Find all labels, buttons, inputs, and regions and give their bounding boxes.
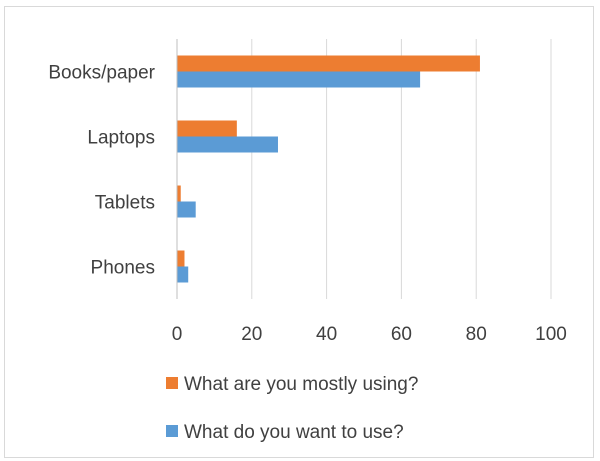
- bar-laptops-series-1: [177, 121, 237, 137]
- y-tick-label: Phones: [91, 258, 155, 279]
- x-tick-label: 0: [172, 324, 183, 345]
- bars: [177, 56, 480, 283]
- bar-tablets-series-1: [177, 186, 181, 202]
- x-tick-label: 40: [316, 324, 337, 345]
- legend: What are you mostly using? What do you wa…: [166, 374, 418, 443]
- y-tick-label: Tablets: [95, 193, 155, 214]
- legend-swatch-2: [166, 425, 178, 437]
- x-tick-label: 20: [241, 324, 262, 345]
- bar-phones-series-1: [177, 251, 184, 267]
- x-tick-label: 60: [391, 324, 412, 345]
- category-axis: Books/paper Laptops Tablets Phones: [48, 39, 177, 299]
- legend-label-2: What do you want to use?: [184, 422, 404, 443]
- y-tick-label: Books/paper: [48, 63, 155, 84]
- x-tick-label: 80: [466, 324, 487, 345]
- value-axis: 0 20 40 60 80 100: [172, 324, 567, 345]
- bar-laptops-series-2: [177, 137, 278, 153]
- bar-tablets-series-2: [177, 202, 196, 218]
- legend-swatch-1: [166, 377, 178, 389]
- bar-phones-series-2: [177, 267, 188, 283]
- bar-books-paper-series-1: [177, 56, 480, 72]
- legend-label-1: What are you mostly using?: [184, 374, 418, 395]
- x-tick-label: 100: [535, 324, 567, 345]
- bar-books-paper-series-2: [177, 72, 420, 88]
- y-tick-label: Laptops: [87, 128, 155, 149]
